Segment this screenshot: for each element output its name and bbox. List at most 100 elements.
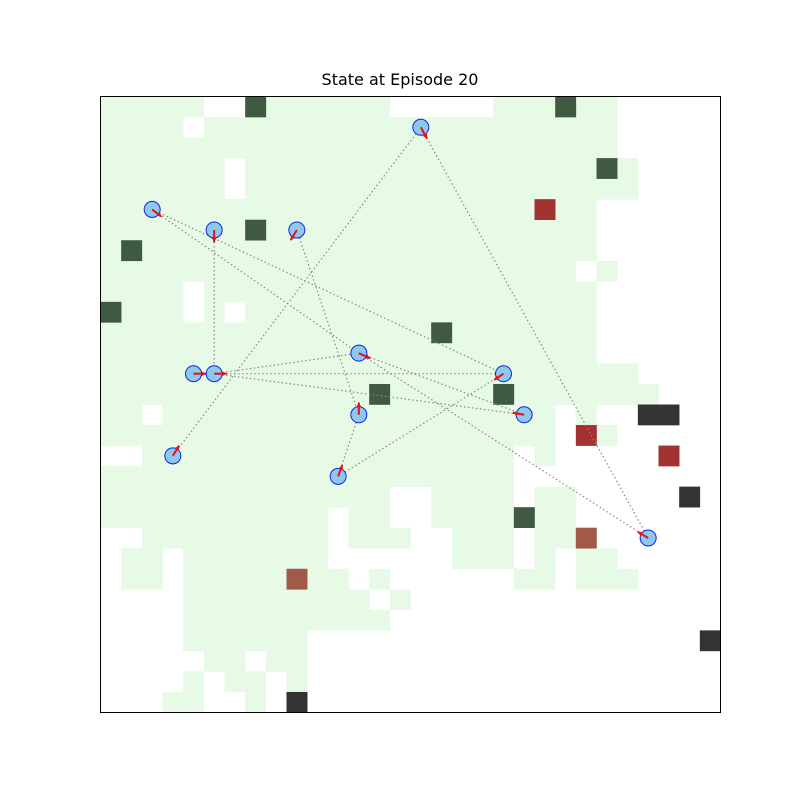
obstacle-cell-brown — [286, 568, 308, 590]
explored-cells — [265, 650, 308, 672]
obstacle-cell-green — [245, 219, 267, 241]
explored-cells — [203, 301, 225, 323]
explored-cells — [369, 568, 391, 590]
agent-heading-arrowhead — [422, 133, 428, 139]
explored-cells — [389, 589, 411, 611]
obstacle-cell-brown — [575, 527, 597, 549]
obstacle-cell-green — [121, 240, 143, 262]
obstacle-layer — [100, 96, 721, 713]
obstacle-cell-green — [513, 507, 535, 528]
explored-cells — [100, 342, 597, 364]
explored-cells — [493, 96, 556, 118]
explored-cells — [183, 589, 370, 611]
explored-cells — [431, 507, 515, 528]
explored-cells — [141, 527, 329, 549]
agent-heading-arrowhead — [211, 237, 217, 243]
explored-cells — [100, 466, 515, 487]
communication-link — [337, 373, 504, 477]
explored-cells — [534, 507, 577, 528]
explored-cells — [575, 96, 618, 118]
explored-cells — [348, 507, 391, 528]
plot-frame — [100, 96, 721, 713]
obstacle-cell-red — [534, 199, 556, 220]
explored-cells — [183, 568, 349, 590]
explored-cells — [245, 96, 391, 118]
explored-cells — [245, 691, 267, 713]
explored-cells — [534, 548, 556, 570]
explored-cells — [100, 260, 577, 282]
explored-cells — [121, 548, 163, 570]
explored-cells — [575, 404, 597, 426]
explored-cells — [203, 650, 246, 672]
communication-link — [358, 352, 649, 539]
agent-heading-arrowhead — [156, 212, 162, 217]
obstacle-cell-red — [575, 425, 597, 446]
obstacle-cell-black — [637, 404, 659, 426]
explored-cells — [100, 281, 184, 303]
explored-cells — [183, 671, 205, 693]
communication-link — [172, 126, 422, 457]
obstacle-cell-black — [679, 486, 701, 508]
explored-cells — [183, 609, 391, 631]
explored-cells — [100, 199, 597, 220]
agent-heading-arrowhead — [338, 465, 344, 471]
communication-link — [296, 229, 360, 415]
page-title: State at Episode 20 — [321, 70, 479, 89]
explored-cells — [100, 363, 639, 385]
obstacle-cell-green — [431, 322, 453, 344]
agent-layer — [143, 118, 657, 547]
explored-cells — [286, 671, 308, 693]
explored-cells — [100, 137, 618, 159]
explored-cells — [100, 96, 205, 118]
explored-cells — [100, 322, 597, 344]
agent-heading-arrowhead — [201, 371, 206, 377]
agent-heading-arrowhead — [365, 354, 371, 359]
agent-heading-arrowhead — [512, 411, 518, 416]
obstacle-cell-green — [555, 96, 577, 118]
explored-cells — [431, 486, 515, 508]
explored-cells — [348, 527, 411, 549]
explored-cells — [100, 178, 225, 200]
obstacle-cell-green — [596, 158, 618, 179]
explored-cells — [141, 445, 515, 467]
explored-cells — [100, 117, 184, 138]
explored-cells — [100, 158, 225, 179]
communication-link — [214, 352, 359, 375]
communication-link — [358, 352, 525, 416]
explored-cells — [245, 178, 639, 200]
explored-cells — [100, 425, 556, 446]
agent-heading-arrowhead — [637, 531, 643, 537]
explored-cells — [245, 301, 597, 323]
obstacle-cell-black — [699, 630, 721, 652]
agent-heading-arrowhead — [494, 375, 500, 380]
explored-cells — [245, 158, 639, 179]
explored-cells — [100, 240, 597, 262]
agent-heading-arrowhead — [174, 445, 180, 451]
explored-cells — [183, 548, 329, 570]
explored-cells — [575, 568, 639, 590]
agent-heading-arrowhead — [290, 235, 295, 241]
explored-cells — [596, 260, 618, 282]
explored-cells — [596, 425, 618, 446]
obstacle-cell-green — [245, 96, 267, 118]
obstacle-cell-red — [658, 445, 680, 467]
explored-cells — [162, 691, 205, 713]
explored-cells — [100, 486, 391, 508]
explored-cells — [100, 507, 329, 528]
obstacle-cell-green — [493, 383, 515, 405]
explored-cells — [183, 630, 308, 652]
communication-link — [337, 414, 360, 477]
explored-cells — [513, 568, 556, 590]
obstacle-cell-green — [100, 301, 122, 323]
explored-cells — [451, 527, 515, 549]
obstacle-cell-black — [286, 691, 308, 713]
explored-cells — [575, 548, 618, 570]
explored-cells — [203, 117, 618, 138]
explored-cells — [534, 486, 577, 508]
explored-cells — [203, 281, 597, 303]
explored-cells — [100, 404, 143, 426]
agent-heading-arrowhead — [356, 402, 362, 407]
obstacle-cell-black — [658, 404, 680, 426]
agent-heading-arrowhead — [222, 371, 227, 377]
